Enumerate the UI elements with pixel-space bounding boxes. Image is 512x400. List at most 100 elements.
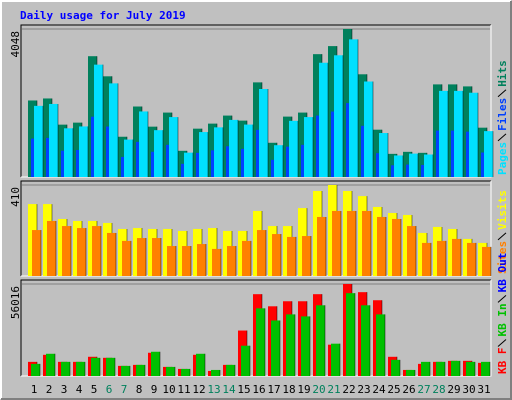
bar: [379, 133, 388, 177]
bar: [47, 220, 56, 276]
bar: [256, 308, 265, 376]
bar: [257, 230, 266, 276]
bar: [361, 305, 370, 376]
x-tick-label: 18: [282, 383, 295, 396]
legend-entry: Visits: [496, 190, 509, 230]
legend-separator: [497, 232, 507, 241]
bar: [298, 112, 307, 177]
bar: [214, 127, 223, 177]
bar: [409, 153, 418, 177]
x-tick-label: 20: [312, 383, 325, 396]
x-tick-label: 24: [372, 383, 386, 396]
bar: [73, 122, 82, 177]
bar: [478, 127, 487, 177]
bar: [439, 90, 448, 177]
x-tick-label: 25: [387, 383, 400, 396]
bar: [407, 226, 416, 276]
legend-entry: KB F: [496, 348, 509, 375]
x-tick-label: 28: [432, 383, 445, 396]
x-tick-label: 17: [267, 383, 280, 396]
x-tick-label: 4: [76, 383, 83, 396]
bar: [227, 246, 236, 276]
bar: [193, 128, 202, 177]
bar: [358, 74, 367, 177]
x-tick-label: 21: [327, 383, 340, 396]
x-tick-label: 5: [91, 383, 98, 396]
bar: [406, 369, 415, 376]
y-tick-label: 4048: [9, 31, 22, 58]
bar: [34, 105, 43, 177]
legend-entry: Hits: [496, 60, 509, 87]
x-tick-label: 23: [357, 383, 370, 396]
x-tick-label: 13: [207, 383, 220, 396]
bar: [109, 83, 118, 177]
bar: [124, 139, 133, 177]
bar: [61, 361, 70, 376]
bar: [481, 361, 490, 376]
bar: [343, 29, 352, 177]
legend-separator: [497, 133, 507, 142]
bar: [451, 360, 460, 376]
bar: [418, 152, 427, 177]
bar: [32, 230, 41, 276]
legend-separator: [497, 294, 507, 303]
bar: [238, 120, 247, 177]
bar: [181, 368, 190, 376]
bar: [76, 361, 85, 376]
x-tick-label: 19: [297, 383, 310, 396]
bar: [392, 218, 401, 276]
bar: [317, 216, 326, 276]
bar: [377, 216, 386, 276]
x-tick-label: 10: [162, 383, 175, 396]
bar: [482, 246, 491, 276]
legend-entry: KB In: [496, 303, 509, 336]
bar: [139, 111, 148, 177]
y-tick-label: 410: [9, 187, 22, 207]
bar: [391, 359, 400, 376]
bar: [331, 343, 340, 376]
bar: [92, 226, 101, 276]
bar: [46, 353, 55, 376]
bar: [469, 92, 478, 177]
panel-frame-dark: [20, 180, 491, 276]
bar: [272, 234, 281, 276]
bar: [31, 363, 40, 376]
bar: [152, 238, 161, 276]
x-tick-label: 27: [417, 383, 430, 396]
bar: [289, 120, 298, 177]
bar: [242, 240, 251, 276]
bar: [133, 106, 142, 177]
x-tick-label: 29: [447, 383, 460, 396]
bar: [107, 232, 116, 276]
legend-entry: Files: [496, 98, 509, 131]
bar: [184, 152, 193, 177]
y-tick-label: 56016: [9, 286, 22, 319]
bar: [394, 155, 403, 177]
bar: [376, 314, 385, 376]
bar: [77, 228, 86, 276]
bar: [362, 210, 371, 276]
bar: [79, 126, 88, 177]
bar: [118, 136, 127, 177]
bar: [122, 240, 131, 276]
legend-separator: [497, 89, 507, 98]
bar: [244, 124, 253, 177]
bar: [241, 345, 250, 376]
bar: [403, 151, 412, 177]
bar: [106, 357, 115, 376]
bar: [452, 238, 461, 276]
bar: [302, 236, 311, 276]
bar: [437, 240, 446, 276]
bar: [349, 39, 358, 178]
x-tick-label: 31: [477, 383, 490, 396]
x-tick-label: 22: [342, 383, 355, 396]
bar: [136, 364, 145, 376]
bar: [199, 132, 208, 177]
bar: [163, 112, 172, 177]
x-tick-label: 8: [136, 383, 143, 396]
panel-frame-light: [21, 280, 492, 377]
bar: [88, 56, 97, 177]
x-tick-label: 14: [222, 383, 236, 396]
bar: [226, 364, 235, 376]
